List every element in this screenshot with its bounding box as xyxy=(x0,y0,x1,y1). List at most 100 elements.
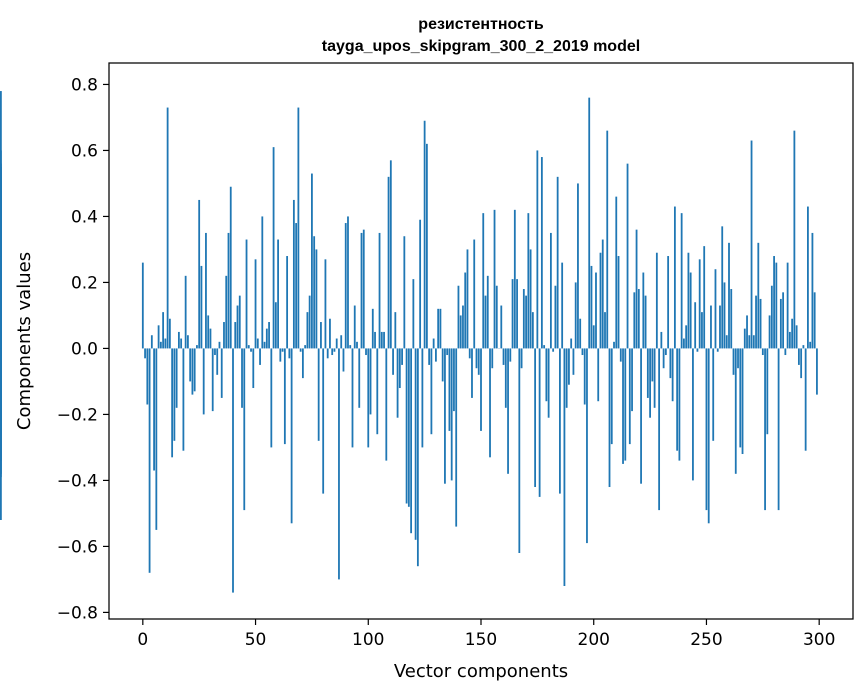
bar-29 xyxy=(207,315,210,349)
bar-131 xyxy=(437,308,440,349)
bar-224 xyxy=(646,348,649,398)
bar-290 xyxy=(795,325,798,349)
bar-115 xyxy=(401,348,403,365)
bar-140 xyxy=(457,285,460,349)
bar-272 xyxy=(755,295,757,349)
bar-229 xyxy=(658,348,661,511)
bar-297 xyxy=(811,232,814,349)
bar-230 xyxy=(660,331,663,349)
bar-30 xyxy=(209,328,212,349)
bar-2 xyxy=(146,348,149,405)
bar-130 xyxy=(435,348,437,362)
y-tick-label: −0.6 xyxy=(57,537,98,557)
bar-211 xyxy=(617,256,620,349)
bar-159 xyxy=(500,305,503,349)
bar-225 xyxy=(649,348,651,418)
bar-151 xyxy=(482,213,485,349)
bar-26 xyxy=(200,265,203,349)
x-tick-label: 50 xyxy=(245,630,267,650)
bar-135 xyxy=(446,348,449,356)
y-tick-label: −0.2 xyxy=(57,405,98,425)
bar-129 xyxy=(432,338,435,349)
bar-132 xyxy=(439,308,442,349)
bar-42 xyxy=(236,305,239,349)
bar-57 xyxy=(270,348,273,448)
bar-6 xyxy=(155,348,158,530)
bar-91 xyxy=(347,216,349,349)
bar-231 xyxy=(662,348,665,369)
bar-215 xyxy=(626,163,629,349)
bar-227 xyxy=(653,348,656,408)
bar-52 xyxy=(259,348,261,365)
bar-269 xyxy=(748,335,751,349)
bar-206 xyxy=(606,130,609,349)
bar-43 xyxy=(238,295,241,349)
bar-92 xyxy=(349,345,352,349)
bar-undefined xyxy=(0,348,2,356)
bar-139 xyxy=(455,348,458,527)
bar-259 xyxy=(725,335,728,349)
bar-156 xyxy=(493,209,496,349)
bar-160 xyxy=(502,348,505,365)
bar-41 xyxy=(234,322,237,349)
bar-64 xyxy=(286,256,289,349)
bar-101 xyxy=(369,348,372,415)
bar-17 xyxy=(180,338,183,349)
bar-15 xyxy=(175,348,178,408)
bar-257 xyxy=(721,226,724,349)
bar-268 xyxy=(746,315,748,349)
bar-180 xyxy=(547,348,550,418)
bar-53 xyxy=(261,216,264,349)
bar-series xyxy=(0,91,818,593)
bar-36 xyxy=(223,322,225,349)
bar-277 xyxy=(766,348,769,435)
bar-253 xyxy=(712,348,715,441)
bar-44 xyxy=(241,348,243,408)
bar-0 xyxy=(141,262,144,349)
bar-280 xyxy=(773,256,775,349)
bar-98 xyxy=(362,229,365,349)
bar-199 xyxy=(590,265,593,349)
bar-125 xyxy=(423,120,426,349)
bar-233 xyxy=(667,256,670,349)
y-tick-label: −0.4 xyxy=(57,471,98,491)
bar-22 xyxy=(191,348,194,395)
bar-5 xyxy=(153,348,155,471)
bar-294 xyxy=(804,348,807,451)
bar-142 xyxy=(462,305,464,349)
bar-291 xyxy=(797,348,800,365)
bar-73 xyxy=(306,312,309,349)
bar-60 xyxy=(277,239,279,349)
bar-149 xyxy=(477,348,480,375)
bar-45 xyxy=(243,348,246,511)
bar-161 xyxy=(504,348,507,408)
bar-95 xyxy=(356,341,358,349)
bar-174 xyxy=(534,348,537,488)
bar-37 xyxy=(225,275,228,349)
plot-frame xyxy=(108,62,854,620)
bar-284 xyxy=(782,292,785,349)
bar-172 xyxy=(529,249,532,349)
bar-67 xyxy=(292,199,295,349)
bar-185 xyxy=(559,348,561,494)
bar-286 xyxy=(786,262,789,349)
bar-74 xyxy=(308,295,311,349)
bar-123 xyxy=(419,219,422,349)
bar-283 xyxy=(779,298,782,349)
bar-103 xyxy=(374,331,376,349)
bar-75 xyxy=(311,173,313,349)
bar-94 xyxy=(353,305,356,349)
bar-238 xyxy=(678,348,681,461)
bar-187 xyxy=(563,348,566,586)
bar-252 xyxy=(710,305,712,349)
bar-212 xyxy=(619,348,622,362)
bar-108 xyxy=(385,348,388,461)
y-tick-label: 0.2 xyxy=(71,273,98,293)
bar-184 xyxy=(556,176,559,349)
bar-120 xyxy=(412,279,415,349)
y-tick-label: 0.6 xyxy=(71,141,98,161)
bar-213 xyxy=(622,348,624,464)
bar-19 xyxy=(184,275,187,349)
x-tick-label: 200 xyxy=(578,630,610,650)
bar-261 xyxy=(730,289,733,349)
